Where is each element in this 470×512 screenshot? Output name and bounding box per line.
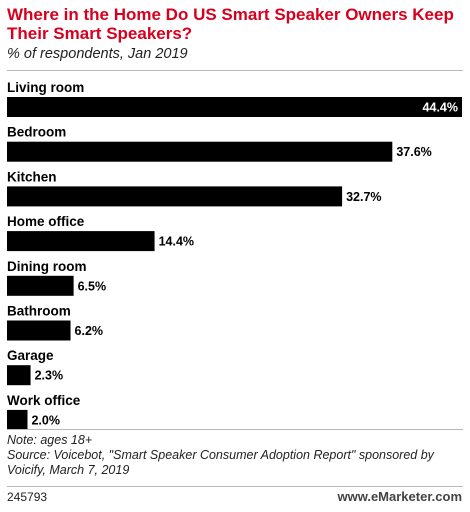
bar-chart: Living room 44.4% Bedroom 37.6% Kitchen 32.7%…: [7, 80, 462, 430]
bar: [7, 231, 155, 252]
bar: [7, 97, 462, 117]
category-label: Bathroom: [7, 304, 71, 319]
bar: [7, 409, 28, 430]
value-label: 32.7%: [346, 190, 381, 204]
category-label: Dining room: [7, 259, 87, 274]
bottom-divider: [7, 429, 463, 430]
category-label: Kitchen: [7, 169, 57, 184]
value-label: 44.4%: [423, 101, 458, 115]
bar: [7, 186, 343, 207]
category-label: Home office: [7, 214, 85, 229]
value-label: 6.2%: [75, 324, 104, 338]
footnote: Note: ages 18+ Source: Voicebot, "Smart …: [7, 433, 463, 478]
category-label: Work office: [7, 393, 81, 408]
footer-divider: [7, 486, 463, 487]
bar: [7, 141, 393, 162]
source-text: Source: Voicebot, "Smart Speaker Consume…: [7, 448, 434, 477]
value-label: 6.5%: [78, 279, 107, 293]
category-label: Garage: [7, 348, 54, 363]
bar: [7, 320, 71, 341]
value-label: 2.0%: [31, 413, 60, 427]
chart-subtitle: % of respondents, Jan 2019: [7, 46, 188, 62]
chart-title: Where in the Home Do US Smart Speaker Ow…: [7, 5, 454, 43]
category-label: Living room: [7, 80, 84, 95]
top-divider: [7, 70, 463, 71]
chart-id: 245793: [7, 490, 48, 504]
category-label: Bedroom: [7, 125, 66, 140]
note-text: Note: ages 18+: [7, 433, 93, 447]
value-label: 37.6%: [396, 145, 431, 159]
bar: [7, 275, 74, 296]
value-label: 2.3%: [35, 369, 64, 383]
value-label: 14.4%: [159, 235, 194, 249]
bar: [7, 365, 31, 386]
brand-logo[interactable]: www.eMarketer.com: [337, 489, 462, 504]
